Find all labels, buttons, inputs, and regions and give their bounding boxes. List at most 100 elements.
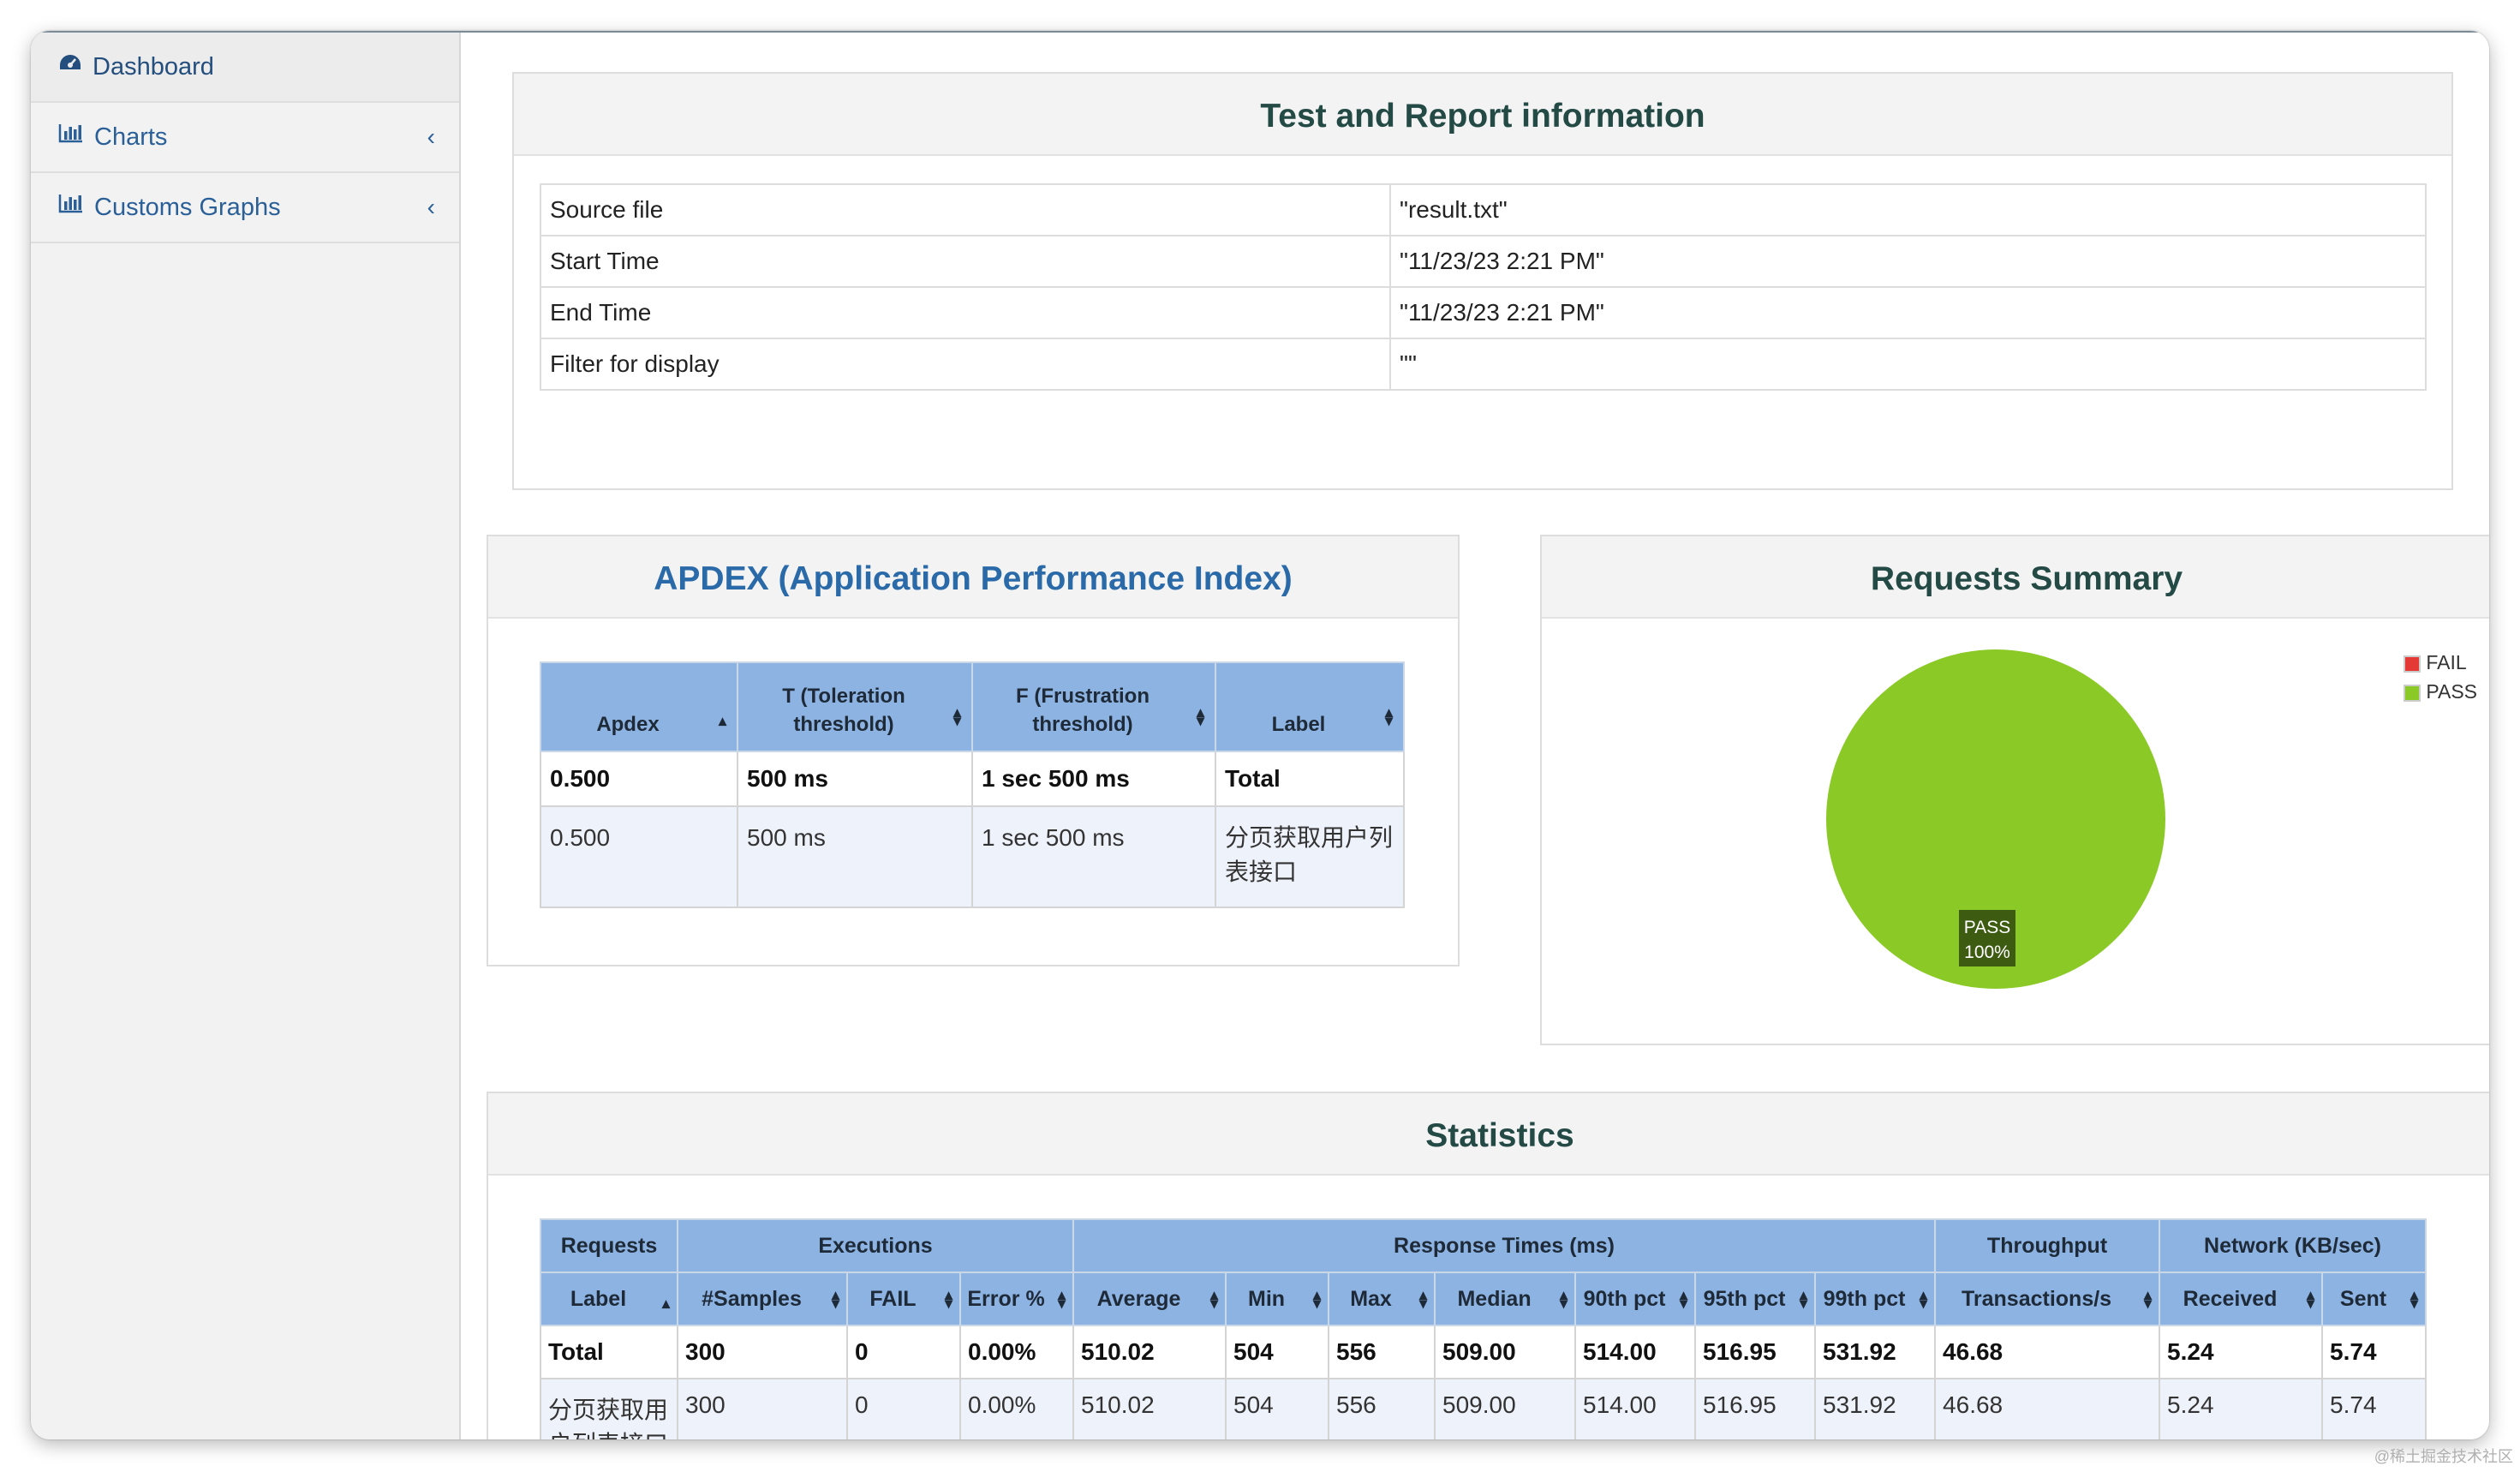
statistics-group-row: Requests Executions Response Times (ms) … [540,1218,2427,1273]
legend-item-pass[interactable]: PASS [2404,677,2477,706]
column-header-90th-pct[interactable]: 90th pct ▴ ▾ [1574,1272,1697,1326]
header-label: Label [1271,713,1326,736]
cell: 300 [677,1378,848,1439]
header-label: F (Frustration [1016,685,1150,708]
column-header-95th-pct[interactable]: 95th pct ▴ ▾ [1694,1272,1817,1326]
header-label: 99th pct [1823,1286,1906,1311]
column-header-label[interactable]: Label ▴ [540,1272,678,1326]
table-row: Source file "result.txt" [540,183,2427,236]
header-label: 95th pct [1703,1286,1786,1311]
legend-swatch [2404,655,2421,673]
sidebar-item-charts[interactable]: Charts ‹ [31,103,459,173]
cell: 510.02 [1072,1378,1227,1439]
column-header-fail[interactable]: FAIL ▴ ▾ [846,1272,961,1326]
column-header-sent[interactable]: Sent ▴ ▾ [2321,1272,2427,1326]
cell: 516.95 [1694,1378,1817,1439]
sidebar-item-dashboard[interactable]: Dashboard [31,33,459,103]
info-value: "11/23/23 2:21 PM" [1389,235,2427,288]
column-header-99th-pct[interactable]: 99th pct ▴ ▾ [1814,1272,1937,1326]
cell: 5.74 [2321,1325,2427,1379]
cell: 300 [677,1325,848,1379]
header-label: threshold) [793,713,894,736]
statistics-panel: Statistics Requests Executions Response … [487,1092,2489,1439]
sort-icon: ▴ ▾ [1312,1286,1322,1312]
legend-item-fail[interactable]: FAIL [2404,648,2477,677]
group-header-response-times: Response Times (ms) [1072,1218,1937,1273]
header-label: threshold) [1032,713,1133,736]
cell: 504 [1225,1378,1330,1439]
cell: 0.500 [540,751,738,807]
info-value: "result.txt" [1389,183,2427,236]
sort-icon: ▴ ▾ [952,703,961,729]
legend-label: FAIL [2426,651,2467,673]
sort-icon: ▴ ▾ [2410,1286,2418,1312]
apdex-header-apdex[interactable]: Apdex ▴ [540,661,738,752]
report-info-title: Test and Report information [514,74,2451,156]
header-label: 90th pct [1583,1286,1666,1311]
cell: 531.92 [1814,1325,1937,1379]
column-header-average[interactable]: Average ▴ ▾ [1072,1272,1227,1326]
cell: 5.74 [2321,1378,2427,1439]
header-label: FAIL [869,1286,917,1311]
sort-icon: ▴ ▾ [1209,1286,1219,1312]
pie-label-name: PASS [1964,918,2010,937]
column-header-received[interactable]: Received ▴ ▾ [2159,1272,2324,1326]
cell: 0 [846,1378,961,1439]
sort-icon: ▴ ▾ [1384,703,1393,729]
apdex-header-row: Apdex ▴ T (Toleration threshold) ▴ ▾ F (Frus… [540,661,1405,752]
info-value: "11/23/23 2:21 PM" [1389,286,2427,339]
column-header-transactions-s[interactable]: Transactions/s ▴ ▾ [1934,1272,2161,1326]
table-row: Start Time "11/23/23 2:21 PM" [540,235,2427,288]
sort-icon: ▴ ▾ [944,1286,952,1312]
legend-swatch [2404,684,2421,702]
sidebar-item-customs-graphs[interactable]: Customs Graphs ‹ [31,173,459,243]
sort-icon: ▴ ▾ [1196,703,1204,729]
group-header-requests: Requests [540,1218,678,1273]
cell: 509.00 [1434,1378,1577,1439]
info-key: Source file [540,183,1391,236]
cell: 0.500 [540,805,738,908]
apdex-header-frustration[interactable]: F (Frustration threshold) ▴ ▾ [971,661,1216,752]
sidebar-item-label: Customs Graphs [94,194,281,221]
sort-icon: ▴ ▾ [2144,1286,2153,1312]
chevron-left-icon[interactable]: ‹ [427,123,435,150]
bar-chart-icon [58,101,84,170]
chevron-left-icon[interactable]: ‹ [427,194,435,220]
legend-label: PASS [2426,680,2477,703]
sort-icon: ▴ ▾ [1418,1286,1428,1312]
sort-icon: ▴ ▾ [2307,1286,2315,1312]
column-header-median[interactable]: Median ▴ ▾ [1434,1272,1577,1326]
cell: 分页获取用户列表接口 [540,1378,678,1439]
sort-asc-icon: ▴ [718,712,726,729]
cell: 514.00 [1574,1325,1697,1379]
column-header-min[interactable]: Min ▴ ▾ [1225,1272,1330,1326]
requests-summary-panel: Requests Summary PASS 100% FAIL PASS [1540,535,2489,1045]
cell: 510.02 [1072,1325,1227,1379]
statistics-table: Requests Executions Response Times (ms) … [540,1218,2427,1439]
cell: 556 [1328,1378,1436,1439]
pie-legend: FAIL PASS [2404,648,2477,706]
pie-slice-pass[interactable] [1826,649,2165,989]
requests-pie-chart: PASS 100% [1826,649,2165,989]
cell: 46.68 [1934,1378,2161,1439]
cell: 分页获取用户列表接口 [1215,805,1405,908]
header-label: Average [1096,1286,1181,1311]
table-row: 分页获取用户列表接口30000.00%510.02504556509.00514… [540,1378,2427,1439]
table-row: 0.500 500 ms 1 sec 500 ms 分页获取用户列表接口 [540,805,1405,908]
group-header-network: Network (KB/sec) [2159,1218,2427,1273]
column-header--samples[interactable]: #Samples ▴ ▾ [677,1272,848,1326]
apdex-header-label[interactable]: Label ▴ ▾ [1215,661,1405,752]
info-key: Filter for display [540,338,1391,391]
column-header-error-[interactable]: Error % ▴ ▾ [958,1272,1075,1326]
header-label: Label [570,1286,627,1311]
cell: 46.68 [1934,1325,2161,1379]
info-key: Start Time [540,235,1391,288]
group-header-executions: Executions [676,1218,1075,1273]
sidebar: Dashboard Charts ‹ Customs Graphs ‹ [31,33,461,1439]
statistics-column-row: Label ▴ #Samples ▴ ▾ FAIL ▴ ▾ Error % ▴ ▾ Average ▴ ▾… [540,1272,2427,1326]
cell: 500 ms [737,805,973,908]
apdex-header-toleration[interactable]: T (Toleration threshold) ▴ ▾ [737,661,973,752]
column-header-max[interactable]: Max ▴ ▾ [1328,1272,1436,1326]
cell: 1 sec 500 ms [971,805,1216,908]
header-label: T (Toleration [782,685,905,708]
